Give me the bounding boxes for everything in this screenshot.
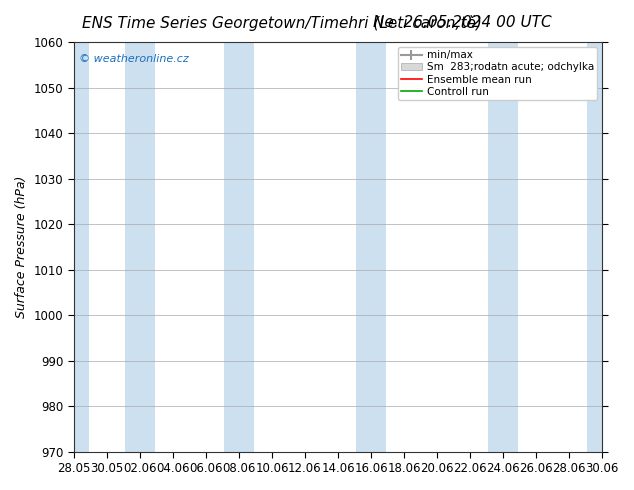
- Text: ENS Time Series Georgetown/Timehri (Leti caron;tě): ENS Time Series Georgetown/Timehri (Leti…: [82, 15, 482, 31]
- Legend: min/max, Sm  283;rodatn acute; odchylka, Ensemble mean run, Controll run: min/max, Sm 283;rodatn acute; odchylka, …: [398, 47, 597, 100]
- Bar: [125, 42, 155, 452]
- Bar: [488, 42, 518, 452]
- Bar: [588, 42, 617, 452]
- Text: Ne. 26.05.2024 00 UTC: Ne. 26.05.2024 00 UTC: [373, 15, 552, 30]
- Bar: [224, 42, 254, 452]
- Text: © weatheronline.cz: © weatheronline.cz: [79, 54, 189, 64]
- Bar: [59, 42, 89, 452]
- Bar: [356, 42, 386, 452]
- Y-axis label: Surface Pressure (hPa): Surface Pressure (hPa): [15, 175, 28, 318]
